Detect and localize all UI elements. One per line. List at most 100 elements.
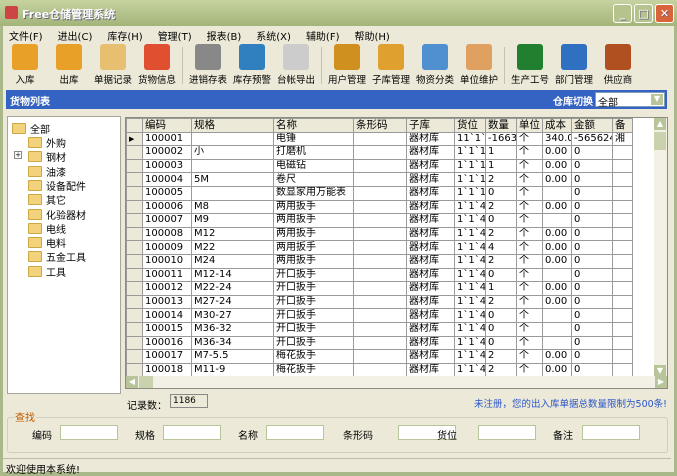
close-button[interactable]: ✕	[655, 4, 674, 23]
table-cell[interactable]: 0	[571, 335, 613, 351]
row-selector[interactable]	[126, 267, 143, 283]
table-cell[interactable]: 0	[485, 185, 517, 201]
table-cell[interactable]	[353, 281, 407, 296]
table-cell[interactable]: 1`1`4	[454, 308, 486, 323]
table-cell[interactable]: 器材库	[406, 308, 455, 323]
table-cell[interactable]: 0	[571, 253, 613, 269]
table-cell[interactable]	[612, 213, 633, 228]
tree-node[interactable]: 电线	[28, 221, 66, 236]
row-selector[interactable]	[126, 240, 143, 255]
table-cell[interactable]: 器材库	[406, 226, 455, 242]
table-cell[interactable]	[353, 131, 407, 147]
table-cell[interactable]	[191, 158, 274, 174]
tree-node[interactable]: 电料	[28, 235, 66, 250]
table-cell[interactable]: 0	[571, 199, 613, 215]
table-cell[interactable]	[353, 294, 407, 310]
table-cell[interactable]	[353, 267, 407, 283]
table-cell[interactable]: 100014	[142, 308, 192, 323]
table-cell[interactable]: 开口扳手	[273, 267, 354, 283]
table-cell[interactable]: 100012	[142, 281, 192, 296]
table-cell[interactable]	[353, 349, 407, 364]
table-cell[interactable]: 100006	[142, 199, 192, 215]
table-cell[interactable]: 0.00	[542, 281, 572, 296]
table-cell[interactable]: 1`1`1	[454, 158, 486, 174]
table-cell[interactable]: 0	[571, 362, 613, 378]
row-selector[interactable]	[126, 185, 143, 201]
table-cell[interactable]: 100001	[142, 131, 192, 147]
table-cell[interactable]: 0.00	[542, 349, 572, 364]
table-cell[interactable]: 100009	[142, 240, 192, 255]
scroll-down-button[interactable]: ▼	[654, 365, 666, 377]
table-cell[interactable]: 0	[571, 213, 613, 228]
table-cell[interactable]	[542, 308, 572, 323]
table-cell[interactable]: M36-34	[191, 335, 274, 351]
search-input-1[interactable]	[163, 425, 221, 440]
column-header[interactable]: 名称	[273, 118, 354, 133]
table-cell[interactable]: 0	[571, 226, 613, 242]
tree-node-root[interactable]: 全部	[12, 121, 50, 136]
table-cell[interactable]: 2	[485, 199, 517, 215]
row-selector[interactable]	[126, 308, 143, 323]
table-cell[interactable]: M12	[191, 226, 274, 242]
table-cell[interactable]: 器材库	[406, 281, 455, 296]
table-cell[interactable]	[542, 335, 572, 351]
table-cell[interactable]: 2	[485, 226, 517, 242]
table-cell[interactable]: -565624	[571, 131, 613, 147]
table-cell[interactable]: 1`1`4	[454, 349, 486, 364]
table-cell[interactable]: 100010	[142, 253, 192, 269]
table-cell[interactable]: 1`1`4	[454, 213, 486, 228]
table-cell[interactable]: 个	[516, 172, 543, 187]
column-header[interactable]: 数量	[485, 118, 517, 133]
table-cell[interactable]: M22	[191, 240, 274, 255]
table-cell[interactable]: 0	[571, 281, 613, 296]
table-cell[interactable]: 0	[571, 349, 613, 364]
row-selector[interactable]	[126, 158, 143, 174]
table-row[interactable]: 100006 M8 两用扳手 器材库 1`1`4 2 个 0.00 0	[126, 199, 633, 215]
menu-item[interactable]: 帮助(H)	[354, 32, 390, 43]
toolbar-button-category[interactable]: 物资分类	[413, 43, 457, 88]
table-row[interactable]: 100002 小打磨机 器材库 1`1`1 1 个 0.00 0	[126, 145, 633, 160]
column-header[interactable]: 单位	[516, 118, 543, 133]
search-input-3[interactable]	[398, 425, 456, 440]
table-cell[interactable]: M8	[191, 199, 274, 215]
table-cell[interactable]: 0	[571, 172, 613, 187]
table-cell[interactable]: 100007	[142, 213, 192, 228]
table-cell[interactable]: 100018	[142, 362, 192, 378]
table-cell[interactable]: 1	[485, 158, 517, 174]
row-selector[interactable]	[126, 172, 143, 187]
table-cell[interactable]: 个	[516, 321, 543, 337]
table-cell[interactable]: 卷尺	[273, 172, 354, 187]
table-cell[interactable]	[353, 158, 407, 174]
table-cell[interactable]	[612, 240, 633, 255]
table-cell[interactable]	[612, 349, 633, 364]
table-cell[interactable]: 个	[516, 213, 543, 228]
table-cell[interactable]: -1663.	[485, 131, 517, 147]
table-cell[interactable]	[612, 158, 633, 174]
table-cell[interactable]: 梅花扳手	[273, 362, 354, 378]
table-cell[interactable]: 0	[485, 321, 517, 337]
table-cell[interactable]: 100004	[142, 172, 192, 187]
table-cell[interactable]: 器材库	[406, 349, 455, 364]
table-row[interactable]: 100007 M9 两用扳手 器材库 1`1`4 0 个 0	[126, 213, 633, 228]
search-input-0[interactable]	[60, 425, 118, 440]
table-cell[interactable]: 器材库	[406, 294, 455, 310]
table-cell[interactable]: 2	[485, 362, 517, 378]
table-cell[interactable]: 100017	[142, 349, 192, 364]
table-cell[interactable]: 0	[571, 294, 613, 310]
table-cell[interactable]: 两用扳手	[273, 253, 354, 269]
table-cell[interactable]	[353, 172, 407, 187]
table-cell[interactable]: M36-32	[191, 321, 274, 337]
table-cell[interactable]: 两用扳手	[273, 240, 354, 255]
search-input-5[interactable]	[582, 425, 640, 440]
table-cell[interactable]: 0	[571, 321, 613, 337]
table-cell[interactable]: 个	[516, 253, 543, 269]
tree-node[interactable]: 油漆	[28, 164, 66, 179]
table-cell[interactable]: 器材库	[406, 185, 455, 201]
row-selector[interactable]	[126, 362, 143, 378]
tree-node[interactable]: 工具	[28, 264, 66, 279]
table-cell[interactable]: 器材库	[406, 267, 455, 283]
table-cell[interactable]: 开口扳手	[273, 335, 354, 351]
table-cell[interactable]: 0.00	[542, 145, 572, 160]
table-cell[interactable]: 器材库	[406, 335, 455, 351]
table-cell[interactable]	[542, 267, 572, 283]
